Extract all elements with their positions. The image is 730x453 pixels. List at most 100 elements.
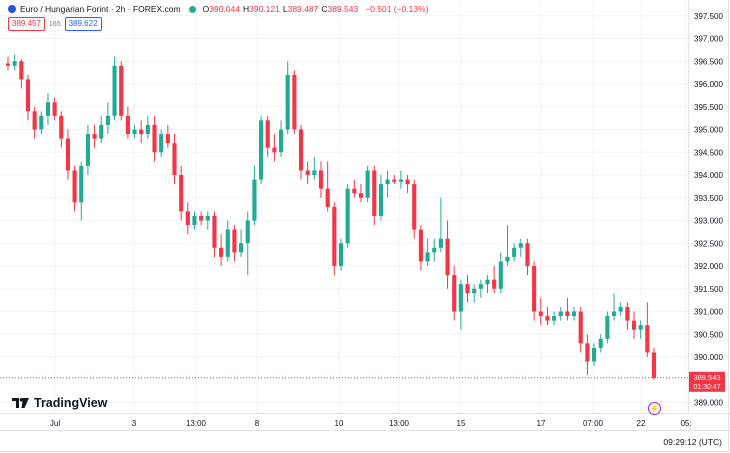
buy-button[interactable]: 389.622 bbox=[64, 17, 102, 31]
candle-body bbox=[432, 247, 437, 253]
candle-body bbox=[205, 215, 210, 221]
candle-body bbox=[105, 115, 110, 125]
candle-body bbox=[478, 284, 483, 289]
candle-body bbox=[232, 229, 237, 253]
lightning-icon[interactable]: ⚡ bbox=[648, 402, 661, 415]
candle-body bbox=[165, 134, 170, 144]
candle-body bbox=[458, 284, 463, 312]
last-price-tag: 389.543 01:30:47 bbox=[689, 371, 725, 392]
candle-body bbox=[39, 115, 44, 130]
time-tick-label: 15 bbox=[457, 419, 466, 428]
candle-body bbox=[45, 102, 51, 116]
candle-body bbox=[465, 284, 470, 294]
time-tick-label: 07:00 bbox=[583, 419, 604, 428]
candle-body bbox=[265, 120, 270, 148]
candle-body bbox=[352, 188, 357, 194]
time-tick-label: 8 bbox=[255, 419, 260, 428]
candle-body bbox=[292, 74, 297, 130]
candle-body bbox=[631, 320, 637, 330]
candle-body bbox=[59, 115, 64, 139]
candle-body bbox=[591, 347, 597, 362]
candle-body bbox=[392, 179, 397, 182]
candle-body bbox=[159, 134, 164, 153]
sell-button[interactable]: 389.457 bbox=[8, 17, 45, 31]
candle-body bbox=[485, 279, 490, 285]
candle-body bbox=[79, 165, 84, 203]
candle-body bbox=[212, 215, 217, 248]
candle-body bbox=[132, 129, 137, 135]
tradingview-logo[interactable]: TradingView bbox=[12, 396, 107, 410]
candle-body bbox=[452, 275, 457, 312]
candle-body bbox=[498, 261, 503, 289]
candle-body bbox=[385, 179, 390, 185]
symbol-title[interactable]: Euro / Hungarian Forint · 2h · FOREX.com bbox=[20, 4, 181, 14]
price-tick-label: 389.000 bbox=[694, 399, 723, 408]
candle-series bbox=[5, 54, 657, 380]
eur-flag-icon bbox=[8, 5, 16, 13]
candle-body bbox=[32, 111, 37, 130]
candle-body bbox=[618, 306, 623, 312]
candle-body bbox=[298, 129, 304, 171]
candle-body bbox=[225, 229, 230, 257]
price-tick-label: 395.500 bbox=[694, 103, 723, 112]
candle-body bbox=[545, 316, 550, 321]
price-tick-label: 394.500 bbox=[694, 148, 723, 157]
candle-body bbox=[325, 188, 330, 207]
candle-body bbox=[5, 63, 11, 66]
candle-body bbox=[219, 247, 224, 257]
candle-body bbox=[245, 220, 250, 244]
price-tick-label: 391.500 bbox=[694, 285, 723, 294]
timezone-clock[interactable]: 09:29:12 (UTC) bbox=[663, 437, 722, 447]
candle-body bbox=[651, 352, 657, 378]
time-tick-label: Jul bbox=[50, 419, 60, 428]
candle-body bbox=[525, 243, 530, 266]
candle-body bbox=[332, 206, 337, 266]
tradingview-logo-icon bbox=[12, 398, 29, 408]
candle-body bbox=[398, 179, 403, 182]
price-tick-label: 396.000 bbox=[694, 80, 723, 89]
symbol-legend: Euro / Hungarian Forint · 2h · FOREX.com… bbox=[8, 3, 429, 15]
candle-body bbox=[152, 124, 157, 153]
chart-grid bbox=[0, 0, 688, 413]
candle-body bbox=[492, 279, 497, 289]
spread-value: 165 bbox=[48, 20, 61, 28]
candle-body bbox=[472, 288, 477, 294]
candle-body bbox=[278, 129, 284, 153]
candle-body bbox=[412, 184, 417, 230]
candle-body bbox=[272, 147, 277, 153]
price-tick-label: 392.000 bbox=[694, 262, 723, 271]
quote-panel: 389.457 165 389.622 bbox=[8, 17, 102, 31]
candle-body bbox=[318, 170, 324, 189]
candle-body bbox=[112, 65, 117, 116]
candle-body bbox=[239, 243, 244, 253]
candle-body bbox=[378, 184, 384, 216]
candle-body bbox=[338, 243, 344, 266]
price-tick-label: 390.000 bbox=[694, 353, 723, 362]
candle-body bbox=[305, 170, 310, 175]
candle-body bbox=[139, 129, 144, 135]
candle-body bbox=[505, 256, 510, 262]
price-tick-label: 396.500 bbox=[694, 57, 723, 66]
time-tick-label: 13:00 bbox=[186, 419, 207, 428]
logo-text: TradingView bbox=[34, 396, 108, 410]
candle-body bbox=[52, 102, 57, 116]
price-tick-label: 392.500 bbox=[694, 239, 723, 248]
candle-body bbox=[572, 311, 577, 317]
candle-body bbox=[598, 338, 603, 348]
candle-body bbox=[192, 215, 197, 226]
time-tick-label: 17 bbox=[537, 419, 546, 428]
candle-body bbox=[552, 316, 557, 321]
candle-body bbox=[418, 229, 423, 262]
candle-body bbox=[25, 79, 31, 112]
candle-body bbox=[19, 61, 24, 80]
candle-body bbox=[358, 193, 364, 198]
price-tick-label: 390.500 bbox=[694, 330, 723, 339]
time-tick-label: 22 bbox=[637, 419, 646, 428]
price-tag-value: 389.543 bbox=[693, 373, 720, 382]
candle-body bbox=[565, 311, 570, 317]
candle-body bbox=[638, 325, 643, 330]
candle-body bbox=[259, 120, 264, 180]
candle-body bbox=[145, 124, 150, 135]
